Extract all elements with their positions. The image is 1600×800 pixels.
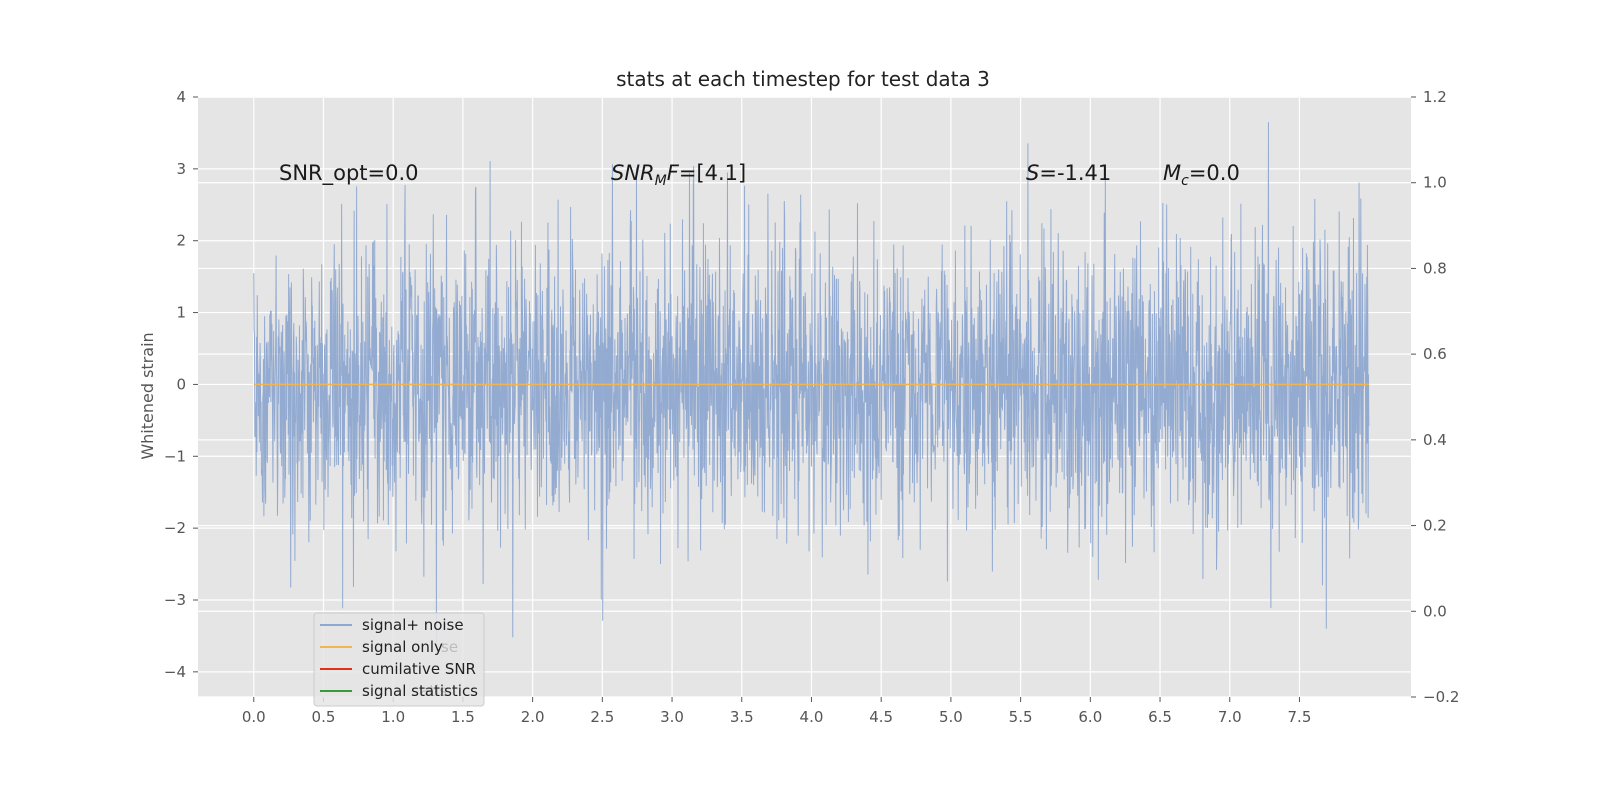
x-tick-label: 6.0 — [1078, 708, 1102, 726]
y2-axis: 1.2 1.0 0.8 0.6 0.4 0.2 0.0 −0.2 — [1411, 88, 1459, 706]
y-tick-label: 3 — [176, 160, 186, 178]
x-tick-label: 1.0 — [381, 708, 405, 726]
y2-tick-label: 1.2 — [1423, 88, 1447, 106]
x-tick-label: 4.0 — [800, 708, 824, 726]
x-tick-label: 2.5 — [590, 708, 614, 726]
x-tick-label: 0.5 — [312, 708, 336, 726]
y-tick-label: −1 — [164, 447, 186, 465]
annotations: SNR_opt=0.0 SNRMF=[4.1] S=-1.41 Mc=0.0 — [279, 161, 1240, 189]
x-tick-label: 1.5 — [451, 708, 475, 726]
y-tick-label: 2 — [176, 232, 186, 250]
annotation-mc: Mc=0.0 — [1163, 161, 1240, 189]
x-tick-label: 6.5 — [1148, 708, 1172, 726]
y-tick-label: −4 — [164, 663, 186, 681]
x-axis: 0.0 0.5 1.0 1.5 2.0 2.5 3.0 3.5 4.0 4.5 5.0 5.5 6.0 6… — [242, 697, 1312, 726]
x-tick-label: 2.0 — [521, 708, 545, 726]
x-tick-label: 5.0 — [939, 708, 963, 726]
y2-tick-label: 1.0 — [1423, 174, 1447, 192]
legend-box — [313, 612, 485, 707]
legend-label-signal-plus-noise: signal+ noise — [362, 616, 464, 634]
legend-label-cumilative-snr: cumilative SNR — [362, 660, 476, 678]
y-axis-label: Whitened strain — [138, 332, 157, 459]
x-tick-label: 7.5 — [1288, 708, 1312, 726]
x-tick-label: 0.0 — [242, 708, 266, 726]
annotation-s: S=-1.41 — [1026, 161, 1111, 185]
legend-label-signal-only: signal only — [362, 638, 443, 656]
y2-tick-label: 0.6 — [1423, 345, 1447, 363]
chart-title: stats at each timestep for test data 3 — [616, 67, 990, 91]
y-tick-label: 1 — [176, 304, 186, 322]
annotation-snr-mf: SNRMF=[4.1] — [611, 161, 746, 189]
y-tick-label: −2 — [164, 519, 186, 537]
y-tick-label: 0 — [176, 375, 186, 393]
x-tick-label: 5.5 — [1009, 708, 1033, 726]
y2-tick-label: 0.4 — [1423, 431, 1447, 449]
x-tick-label: 3.0 — [660, 708, 684, 726]
legend-ghost-text: se — [441, 638, 458, 656]
y-tick-label: 4 — [176, 88, 186, 106]
y-tick-label: −3 — [164, 591, 186, 609]
legend-label-signal-statistics: signal statistics — [362, 682, 478, 700]
series-line-signal-plus-noise — [253, 122, 1370, 643]
legend: se atis signal+ noise signal only cumila… — [313, 612, 485, 707]
x-tick-label: 3.5 — [730, 708, 754, 726]
x-tick-label: 7.0 — [1218, 708, 1242, 726]
x-tick-label: 4.5 — [869, 708, 893, 726]
annotation-snr-opt: SNR_opt=0.0 — [279, 161, 419, 186]
series-signal-plus-noise — [253, 122, 1370, 643]
y2-tick-label: 0.8 — [1423, 259, 1447, 277]
y2-tick-label: 0.0 — [1423, 602, 1447, 620]
y2-tick-label: 0.2 — [1423, 517, 1447, 535]
y2-tick-label: −0.2 — [1423, 688, 1459, 706]
y-axis: 4 3 2 1 0 −1 −2 −3 −4 — [164, 88, 198, 681]
legend-ghost-text: atis — [420, 682, 447, 700]
